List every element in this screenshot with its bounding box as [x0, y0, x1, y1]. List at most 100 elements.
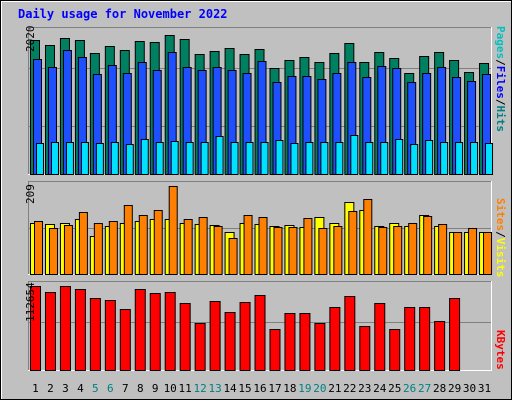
x-tick-label-day-3: 3 — [62, 382, 69, 395]
bar-kbytes-day-15 — [239, 302, 251, 371]
bar-pages-day-6 — [110, 142, 119, 175]
bar-pages-day-31 — [485, 143, 494, 175]
bar-sites-day-20 — [318, 228, 328, 275]
bar-kbytes-day-18 — [284, 313, 296, 371]
legend-sep: / — [494, 59, 507, 66]
bar-sites-day-2 — [48, 228, 58, 275]
bar-pages-day-5 — [95, 143, 104, 175]
bar-pages-day-10 — [170, 141, 179, 175]
x-tick-label-day-7: 7 — [122, 382, 129, 395]
x-tick-label-day-27: 27 — [418, 382, 431, 395]
x-tick-label-day-25: 25 — [388, 382, 401, 395]
bar-sites-day-11 — [183, 219, 193, 275]
bar-kbytes-day-13 — [209, 301, 221, 371]
x-tick-label-day-1: 1 — [32, 382, 39, 395]
x-tick-label-day-24: 24 — [373, 382, 387, 395]
bar-pages-day-1 — [36, 143, 44, 175]
bar-pages-day-9 — [155, 142, 164, 175]
bar-kbytes-day-28 — [434, 321, 446, 371]
panel2-legend: Sites/Visits — [494, 198, 507, 278]
bar-sites-day-21 — [333, 226, 343, 275]
bar-sites-day-28 — [438, 224, 448, 275]
x-tick-label-day-21: 21 — [328, 382, 341, 395]
bar-sites-day-24 — [378, 227, 388, 275]
bar-sites-day-5 — [93, 223, 103, 275]
bar-pages-day-4 — [80, 142, 89, 175]
bar-kbytes-day-21 — [329, 307, 341, 371]
bar-pages-day-7 — [125, 144, 134, 175]
x-tick-label-day-15: 15 — [238, 382, 251, 395]
x-tick-label-day-5: 5 — [92, 382, 99, 395]
bar-pages-day-22 — [350, 135, 359, 175]
bar-sites-day-16 — [258, 217, 268, 275]
x-tick-label-day-26: 26 — [403, 382, 416, 395]
x-tick-label-day-20: 20 — [313, 382, 326, 395]
bar-sites-day-30 — [468, 228, 478, 275]
legend-sep: / — [494, 231, 507, 238]
x-tick-label-day-6: 6 — [107, 382, 114, 395]
legend-hits: Hits — [494, 105, 507, 133]
bar-kbytes-day-1 — [30, 286, 41, 371]
x-tick-label-day-28: 28 — [433, 382, 446, 395]
bar-sites-day-19 — [303, 218, 313, 275]
bar-sites-day-3 — [63, 225, 73, 275]
bar-pages-day-28 — [440, 142, 449, 175]
bar-sites-day-27 — [423, 216, 433, 275]
x-tick-label-day-14: 14 — [223, 382, 237, 395]
bar-pages-day-21 — [335, 142, 344, 175]
bar-kbytes-day-6 — [104, 300, 116, 371]
bar-pages-day-19 — [305, 142, 314, 175]
bar-sites-day-17 — [273, 227, 283, 275]
x-tick-label-day-10: 10 — [164, 382, 177, 395]
bar-kbytes-day-17 — [269, 329, 281, 371]
bar-kbytes-day-20 — [314, 323, 326, 371]
bar-kbytes-day-23 — [359, 326, 371, 371]
x-tick-label-day-11: 11 — [179, 382, 192, 395]
x-tick-label-day-30: 30 — [463, 382, 476, 395]
x-tick-label-day-23: 23 — [358, 382, 371, 395]
bar-pages-day-23 — [365, 142, 374, 175]
bar-kbytes-day-19 — [299, 313, 311, 371]
legend-sites: Sites — [494, 198, 507, 232]
bar-kbytes-day-14 — [224, 312, 236, 371]
bar-sites-day-9 — [153, 210, 163, 275]
bar-pages-day-3 — [65, 142, 74, 175]
x-tick-label-day-17: 17 — [268, 382, 281, 395]
x-tick-label-day-4: 4 — [77, 382, 84, 395]
x-tick-label-day-29: 29 — [448, 382, 461, 395]
bar-sites-day-8 — [138, 215, 148, 275]
x-tick-label-day-19: 19 — [298, 382, 311, 395]
bar-pages-day-13 — [215, 136, 224, 175]
bar-kbytes-day-2 — [44, 292, 56, 371]
bar-kbytes-day-26 — [404, 307, 416, 371]
x-tick-label-day-22: 22 — [343, 382, 356, 395]
bar-kbytes-day-27 — [419, 307, 431, 371]
chart-title: Daily usage for November 2022 — [18, 7, 228, 21]
legend-sep: / — [494, 98, 507, 106]
bar-kbytes-day-4 — [74, 289, 86, 371]
bar-kbytes-day-5 — [89, 298, 101, 371]
bar-sites-day-29 — [453, 232, 463, 275]
bar-sites-day-6 — [108, 221, 118, 275]
bar-sites-day-10 — [168, 186, 178, 275]
bar-pages-day-12 — [200, 142, 209, 175]
bar-pages-day-29 — [455, 142, 464, 175]
bar-pages-day-2 — [50, 142, 59, 175]
legend-kbytes: KBytes — [494, 330, 507, 370]
x-tick-label-day-8: 8 — [137, 382, 144, 395]
x-tick-label-day-9: 9 — [152, 382, 159, 395]
x-tick-label-day-31: 31 — [478, 382, 491, 395]
bar-kbytes-day-16 — [254, 295, 266, 371]
bar-sites-day-25 — [393, 226, 403, 275]
bar-pages-day-17 — [275, 140, 284, 175]
bar-pages-day-16 — [260, 142, 269, 175]
x-tick-label-day-12: 12 — [194, 382, 207, 395]
bar-sites-day-31 — [483, 232, 493, 275]
bar-sites-day-12 — [198, 217, 208, 275]
panel1-legend: Pages/Files/Hits — [494, 26, 507, 132]
legend-files: Files — [494, 65, 507, 99]
bar-pages-day-15 — [245, 142, 254, 175]
bar-kbytes-day-29 — [449, 298, 461, 371]
